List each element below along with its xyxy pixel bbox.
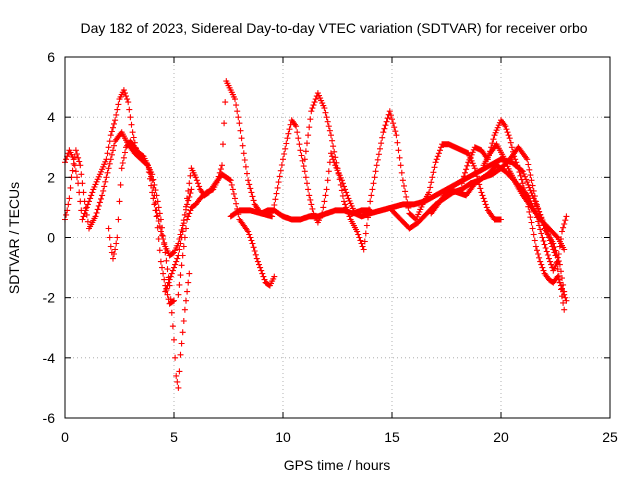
series-sat-f xyxy=(227,117,568,313)
y-tick-label: 4 xyxy=(47,109,55,125)
y-tick-label: 2 xyxy=(47,169,55,185)
plus-markers xyxy=(105,138,177,307)
series-sat-i xyxy=(458,117,570,304)
y-tick-label: 6 xyxy=(47,49,55,65)
plus-markers xyxy=(227,117,568,313)
plus-markers xyxy=(301,90,504,253)
series-sat-k xyxy=(480,141,570,274)
x-tick-label: 15 xyxy=(384,429,400,445)
y-tick-label: -4 xyxy=(43,350,56,366)
y-axis-label: SDTVAR / TECUs xyxy=(6,182,22,294)
y-tick-label: -6 xyxy=(43,410,56,426)
series-sat-b xyxy=(62,129,193,391)
x-axis-label: GPS time / hours xyxy=(284,457,391,473)
plus-markers xyxy=(480,141,570,274)
plus-markers xyxy=(62,129,193,391)
series-sat-a xyxy=(62,87,195,259)
data-series xyxy=(62,78,570,391)
x-tick-label: 0 xyxy=(61,429,69,445)
x-tick-label: 5 xyxy=(170,429,178,445)
plus-markers xyxy=(458,117,570,304)
chart-title: Day 182 of 2023, Sidereal Day-to-day VTE… xyxy=(80,20,587,36)
x-tick-label: 25 xyxy=(602,429,618,445)
x-tick-label: 10 xyxy=(275,429,291,445)
axis-ticks: 0 5 10 15 20 25 -6 -4 -2 0 2 4 6 xyxy=(43,49,618,445)
y-tick-label: 0 xyxy=(47,230,55,246)
series-sat-g xyxy=(301,90,504,253)
series-sat-c xyxy=(105,138,177,307)
plus-markers xyxy=(62,87,195,259)
grid xyxy=(65,57,610,418)
x-tick-label: 20 xyxy=(493,429,509,445)
y-tick-label: -2 xyxy=(43,290,56,306)
